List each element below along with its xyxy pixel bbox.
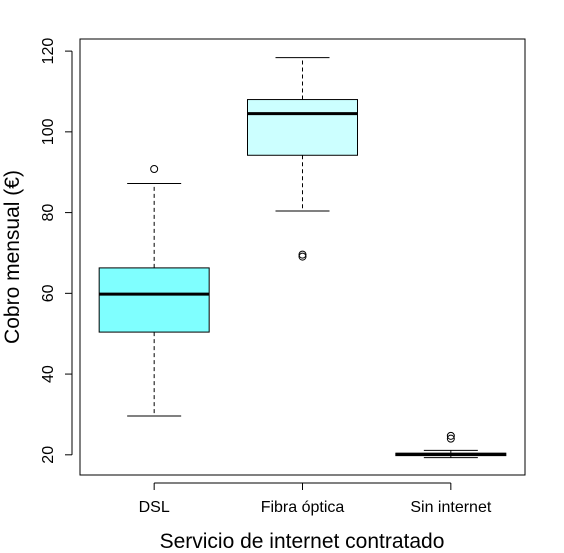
outlier-point bbox=[298, 250, 307, 259]
box-3 bbox=[395, 431, 507, 459]
x-axis: DSL Fibra óptica Sin internet bbox=[139, 482, 492, 516]
iqr-box bbox=[98, 267, 210, 333]
y-tick-label: 60 bbox=[40, 284, 57, 302]
x-axis-title: Servicio de internet contratado bbox=[160, 530, 445, 553]
iqr-box bbox=[247, 99, 358, 156]
y-tick-label: 120 bbox=[40, 38, 57, 65]
boxes-layer bbox=[98, 57, 507, 459]
y-tick-label: 20 bbox=[40, 446, 57, 464]
outlier-point bbox=[446, 431, 455, 440]
outlier-point bbox=[150, 164, 159, 173]
box-1 bbox=[98, 164, 210, 417]
x-tick-label: DSL bbox=[139, 499, 170, 516]
y-tick-label: 100 bbox=[40, 118, 57, 145]
y-axis: 20 40 60 80 100 120 bbox=[40, 38, 73, 464]
y-tick-label: 80 bbox=[40, 204, 57, 222]
plot-frame bbox=[79, 38, 526, 476]
outlier-point bbox=[446, 434, 455, 443]
outlier-point bbox=[298, 252, 307, 261]
box-2 bbox=[247, 57, 358, 261]
x-tick-label: Sin internet bbox=[410, 499, 491, 516]
x-tick-label: Fibra óptica bbox=[261, 499, 345, 516]
y-tick-label: 40 bbox=[40, 365, 57, 383]
y-axis-title: Cobro mensual (€) bbox=[1, 170, 24, 344]
